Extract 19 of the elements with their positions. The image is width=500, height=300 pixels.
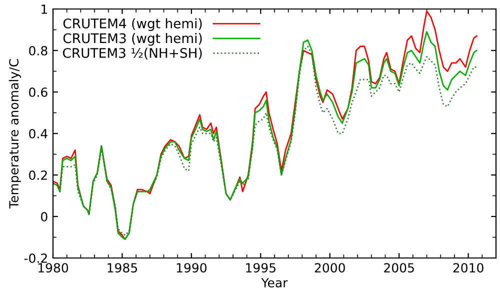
legend-label: CRUTEM3 ½(NH+SH): [62, 48, 202, 60]
x-tick-label: 1990: [176, 263, 207, 273]
x-tick-label: 2010: [453, 263, 484, 273]
x-tick-label: 1995: [246, 263, 276, 273]
y-tick-label: 0.2: [29, 170, 47, 180]
x-tick-label: 2005: [384, 263, 414, 273]
y-tick-label: 1: [42, 4, 47, 14]
legend-label: CRUTEM3 (wgt hemi): [63, 32, 202, 46]
x-tick-label: 1985: [108, 263, 138, 273]
legend-label: CRUTEM4 (wgt hemi): [63, 18, 202, 32]
x-tick-label: 2000: [314, 263, 345, 273]
y-tick-label: 0.6: [29, 87, 48, 97]
y-tick-label: -0.2: [24, 253, 47, 263]
x-tick-label: 1980: [38, 263, 68, 273]
y-tick-label: 0.4: [29, 128, 48, 138]
y-tick-label: 0: [41, 212, 48, 222]
y-tick-label: 0.8: [29, 46, 48, 56]
y-axis-title: Temperature anomaly/C: [8, 59, 21, 209]
x-axis-title: Year: [261, 278, 288, 288]
